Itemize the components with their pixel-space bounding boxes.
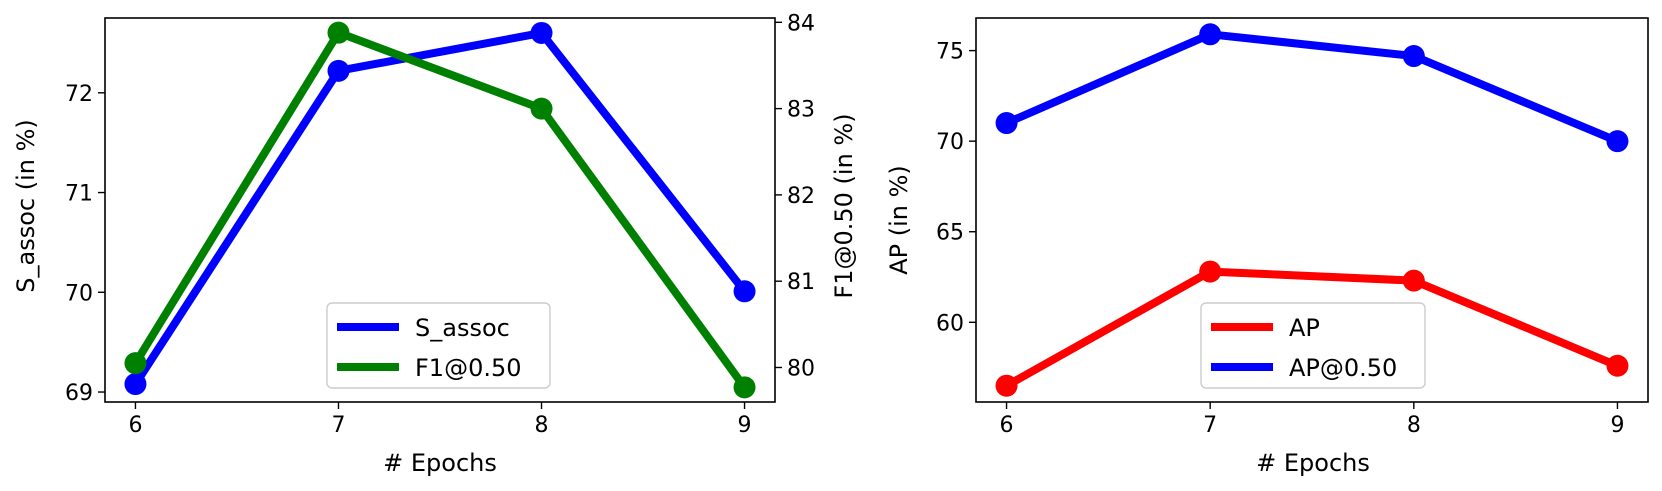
left-chart-series-0-point — [327, 59, 350, 82]
left-chart-series-1-point — [733, 376, 756, 399]
left-chart-series-line-1 — [131, 28, 749, 392]
right-chart-left-y-tick-label: 65 — [936, 221, 964, 246]
left-chart-right-y-tick-label: 83 — [787, 98, 815, 123]
right-chart-series-0-point — [1402, 269, 1425, 292]
left-chart-x-axis-label: # Epochs — [383, 449, 497, 477]
left-chart-x-tick-label: 7 — [331, 413, 345, 438]
left-chart-left-y-axis-label: S_assoc (in %) — [12, 119, 40, 293]
left-chart-left-y-tick-label: 70 — [65, 281, 93, 306]
right-chart-left-y-tick-label: 75 — [936, 40, 964, 65]
left-chart-right-y-tick-label: 84 — [787, 11, 815, 36]
right-chart-series-line-1 — [1002, 30, 1622, 146]
right-chart-series-line-0 — [1002, 267, 1622, 390]
left-chart-series-1-point — [530, 97, 553, 120]
right-chart-legend-label: AP@0.50 — [1289, 354, 1397, 382]
left-chart-series-0-point — [124, 373, 147, 396]
left-chart-x-tick-label: 8 — [535, 413, 549, 438]
right-chart-panel: # Epochs AP (in %) 6 7 8 9 60 65 70 75 AP AP@0.50 — [885, 17, 1649, 477]
left-chart-legend-label: S_assoc — [415, 314, 510, 342]
left-chart-right-y-tick-label: 82 — [787, 184, 815, 209]
left-chart-x-tick-label: 9 — [738, 413, 752, 438]
left-chart-left-y-tick-label: 71 — [65, 182, 93, 207]
right-chart-series-0-point — [995, 374, 1018, 397]
left-chart-series-1-point — [124, 352, 147, 375]
right-chart-series-1-point — [1606, 130, 1629, 153]
right-chart-x-tick-label: 6 — [1000, 413, 1014, 438]
left-chart-left-y-tick-label: 72 — [65, 82, 93, 107]
left-chart-panel: # Epochs S_assoc (in %) F1@0.50 (in %) 6… — [12, 11, 858, 477]
right-chart-series-1-point — [995, 112, 1018, 135]
right-chart-x-axis-label: # Epochs — [1256, 449, 1370, 477]
left-chart-right-y-tick-label: 81 — [787, 270, 815, 295]
left-chart-right-y-tick-label: 80 — [787, 356, 815, 381]
right-chart-y-axis-label: AP (in %) — [885, 165, 913, 275]
right-chart-series-0-point — [1606, 354, 1629, 377]
right-chart-series-1-point — [1199, 23, 1222, 46]
left-chart-legend-label: F1@0.50 — [415, 354, 522, 382]
left-chart-series-line-0 — [131, 28, 749, 389]
right-chart-left-y-tick-label: 70 — [936, 130, 964, 155]
right-chart-x-tick-label: 7 — [1203, 413, 1217, 438]
right-chart-series-1-point — [1402, 45, 1425, 68]
left-chart-left-y-tick-label: 69 — [65, 381, 93, 406]
right-chart-series-0-point — [1199, 260, 1222, 283]
right-chart-x-tick-label: 8 — [1407, 413, 1421, 438]
left-chart-series-1-point — [327, 21, 350, 44]
left-chart-series-0-point — [530, 21, 553, 44]
left-chart-x-tick-label: 6 — [128, 413, 142, 438]
right-chart-x-tick-label: 9 — [1610, 413, 1624, 438]
right-chart-plot-frame — [975, 17, 1649, 403]
right-chart-left-y-tick-label: 60 — [936, 311, 964, 336]
right-chart-legend-label: AP — [1289, 314, 1320, 342]
left-chart-series-0-point — [733, 280, 756, 303]
left-chart-plot-frame — [104, 17, 776, 403]
left-chart-right-y-axis-label: F1@0.50 (in %) — [830, 113, 858, 298]
